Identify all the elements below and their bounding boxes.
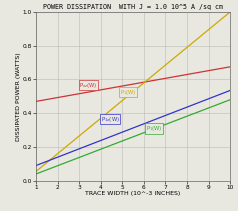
Title: POWER DISSIPATION  WITH J = 1.0 10^5 A /sq cm: POWER DISSIPATION WITH J = 1.0 10^5 A /s… [43, 4, 223, 10]
Text: P$_{oz}$(W): P$_{oz}$(W) [79, 81, 98, 90]
Text: P$_{1o}$(W): P$_{1o}$(W) [101, 115, 119, 124]
X-axis label: TRACE WIDTH (10^-3 INCHES): TRACE WIDTH (10^-3 INCHES) [85, 191, 181, 196]
Y-axis label: DISSIPATED POWER (WATTS): DISSIPATED POWER (WATTS) [16, 52, 21, 141]
Text: P$_{1}$(W): P$_{1}$(W) [120, 88, 137, 97]
Text: P$_{1}$(W): P$_{1}$(W) [146, 124, 163, 133]
